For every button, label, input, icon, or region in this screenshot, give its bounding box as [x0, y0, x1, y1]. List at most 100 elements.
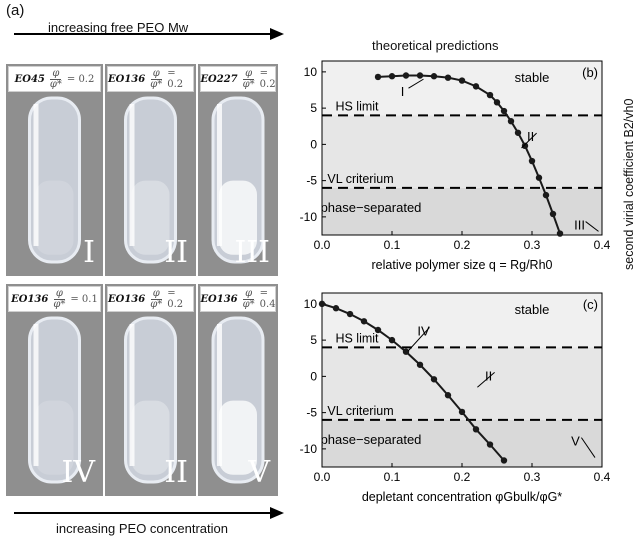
- sample-name: EO136: [108, 293, 146, 305]
- sample-name: EO136: [11, 293, 49, 305]
- tube-photo: EO136 φ φ* = 0.1 IV: [6, 284, 103, 496]
- data-point: [528, 157, 536, 165]
- sample-roman-label: I: [83, 235, 95, 270]
- data-point: [500, 457, 508, 464]
- stable-region: [322, 61, 602, 116]
- data-point: [360, 318, 368, 325]
- intermediate-region: [322, 347, 602, 420]
- data-point: [374, 326, 382, 334]
- tube-photo: EO136 φ φ* = 0.4 V: [198, 284, 278, 496]
- chart-c: 0.0 0.1 0.2 0.3 0.4 -10 -5 0 5 10 depletant concen…: [300, 292, 611, 504]
- data-point: [507, 117, 515, 125]
- x-tick-label: 0.2: [454, 238, 471, 252]
- data-point: [416, 72, 424, 79]
- separated-label: phase−separated: [321, 200, 422, 215]
- data-point: [493, 99, 501, 106]
- tube-glass: [28, 316, 81, 484]
- data-point: [388, 73, 396, 80]
- tube-glass: [124, 96, 177, 264]
- data-point: [486, 441, 494, 448]
- annotation-label: II: [527, 129, 534, 144]
- hs-limit-label: HS limit: [335, 331, 379, 345]
- stable-region: [322, 293, 602, 348]
- tube-label: EO136 φ φ* = 0.2: [107, 286, 194, 312]
- x-tick-label: 0.1: [384, 470, 401, 484]
- y-tick-label: -5: [306, 406, 317, 420]
- annotation-label: I: [401, 84, 405, 99]
- sample-roman-label: V: [248, 455, 270, 490]
- figure-label: (a): [6, 2, 25, 19]
- annotation-label: II: [485, 368, 492, 383]
- x-axis-label: relative polymer size q = Rg/Rh0: [372, 258, 553, 272]
- data-point: [521, 142, 529, 150]
- stable-label: stable: [515, 70, 550, 85]
- x-tick-label: 0.0: [314, 238, 331, 252]
- x-tick-label: 0.1: [384, 238, 401, 252]
- annotation-label: III: [574, 218, 585, 233]
- annotation-label: IV: [417, 323, 430, 338]
- data-point: [416, 361, 424, 368]
- phi-fraction: φ φ*: [53, 287, 66, 310]
- data-point: [500, 107, 508, 115]
- x-tick-label: 0.0: [314, 470, 331, 484]
- x-tick-label: 0.4: [594, 238, 611, 252]
- data-point: [472, 426, 480, 433]
- tube-photo: EO136 φ φ* = 0.2 II: [105, 64, 196, 276]
- tube-photo: EO136 φ φ* = 0.2 II: [105, 284, 196, 496]
- panel-label: (b): [582, 65, 598, 80]
- y-tick-label: 0: [310, 369, 317, 383]
- sample-name: EO45: [14, 73, 45, 85]
- data-point: [402, 72, 410, 79]
- phi-fraction: φ φ*: [49, 67, 62, 90]
- panel-label: (c): [583, 297, 598, 312]
- y-tick-label: -5: [306, 174, 317, 188]
- hs-limit-label: HS limit: [335, 99, 379, 113]
- data-point: [486, 91, 494, 99]
- top-arrow-text: increasing free PEO Mw: [48, 20, 189, 35]
- tube-glass: [211, 316, 265, 484]
- vl-criterium-label: VL criterium: [327, 404, 393, 418]
- x-axis-label: depletant concentration φGbulk/φG*: [362, 490, 562, 504]
- stable-label: stable: [515, 302, 550, 317]
- tube-label: EO136 φ φ* = 0.4: [200, 286, 276, 312]
- annotation-arrow: [521, 132, 537, 149]
- data-point: [332, 305, 340, 312]
- y-tick-label: 10: [304, 297, 318, 311]
- annotation-label: V: [571, 434, 580, 449]
- data-point: [402, 348, 410, 355]
- y-tick-label: -10: [300, 442, 318, 456]
- tube-glass: [124, 316, 177, 484]
- data-point: [556, 230, 564, 237]
- data-point: [388, 336, 396, 344]
- intermediate-region: [322, 115, 602, 188]
- ratio-value: = 0.2: [66, 73, 95, 85]
- annotation-arrow: [580, 437, 596, 458]
- chart-b: 0.0 0.1 0.2 0.3 0.4 -10 -5 0 5 10 relative polymer…: [300, 60, 611, 272]
- data-point: [430, 73, 438, 80]
- tube-label: EO136 φ φ* = 0.2: [107, 66, 194, 92]
- shared-y-label: second virial coefficient B2/vh0: [622, 99, 636, 270]
- x-tick-label: 0.2: [454, 470, 471, 484]
- tube-photo: EO227 φ φ* = 0.2 III: [198, 64, 278, 276]
- annotation-arrow: [585, 221, 599, 232]
- tube-photo: EO45 φ φ* = 0.2 I: [6, 64, 103, 276]
- data-point: [458, 77, 466, 84]
- x-tick-label: 0.4: [594, 470, 611, 484]
- shared-y-label-text: second virial coefficient B2/vh0: [622, 98, 636, 270]
- data-point: [458, 408, 466, 416]
- data-point: [514, 129, 522, 136]
- tube-label: EO45 φ φ* = 0.2: [8, 66, 101, 92]
- annotation-arrow: [408, 78, 424, 89]
- y-tick-label: 5: [310, 333, 317, 347]
- ratio-value: = 0.2: [167, 68, 184, 90]
- phi-fraction: φ φ*: [150, 67, 163, 90]
- separated-region: [322, 187, 602, 235]
- data-point: [318, 300, 326, 308]
- data-point: [430, 376, 438, 383]
- annotation-arrow: [407, 327, 430, 352]
- bottom-arrow: [14, 507, 284, 519]
- data-point: [472, 83, 480, 90]
- sample-roman-label: II: [164, 455, 188, 490]
- y-tick-label: 10: [304, 65, 318, 79]
- phi-fraction: φ φ*: [242, 287, 255, 310]
